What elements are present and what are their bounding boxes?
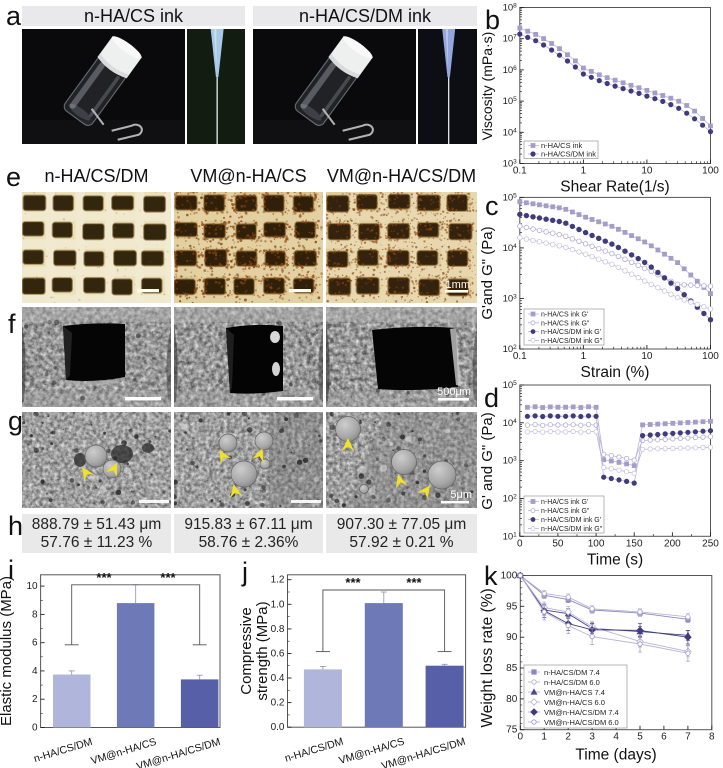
svg-text:n-HA/CS/DM: n-HA/CS/DM	[32, 736, 94, 765]
svg-text:Viscosity (mPa·s): Viscosity (mPa·s)	[480, 32, 495, 141]
svg-text:100: 100	[588, 538, 605, 549]
svg-text:Time (s): Time (s)	[587, 551, 643, 568]
svg-text:100: 100	[702, 166, 719, 177]
svg-text:104: 104	[503, 242, 518, 254]
svg-text:0.1: 0.1	[513, 166, 527, 177]
svg-text:101: 101	[503, 531, 518, 543]
svg-text:108: 108	[503, 2, 518, 14]
svg-text:10: 10	[641, 166, 653, 177]
svg-text:***: ***	[96, 570, 112, 585]
svg-text:5: 5	[637, 732, 643, 743]
svg-text:n-HA/CS ink G': n-HA/CS ink G'	[541, 312, 588, 319]
svg-text:n-HA/CS ink G": n-HA/CS ink G"	[541, 320, 590, 327]
svg-text:1: 1	[541, 732, 547, 743]
svg-text:VM@n-HA/CS/DM 7.4: VM@n-HA/CS/DM 7.4	[544, 708, 619, 717]
svg-text:n-HA/CS/DM ink: n-HA/CS/DM ink	[541, 150, 596, 159]
svg-text:50: 50	[552, 538, 564, 549]
svg-text:6: 6	[32, 638, 38, 649]
svg-text:VM@n-HA/CS/DM 6.0: VM@n-HA/CS/DM 6.0	[544, 718, 619, 727]
svg-text:Time (days): Time (days)	[575, 747, 656, 764]
svg-text:n-HA/CS/DM: n-HA/CS/DM	[283, 736, 345, 765]
svg-text:7: 7	[685, 732, 691, 743]
svg-text:100: 100	[702, 351, 719, 362]
svg-text:10: 10	[26, 581, 38, 592]
svg-text:***: ***	[160, 570, 176, 585]
svg-text:0.2: 0.2	[271, 698, 285, 709]
svg-text:***: ***	[345, 575, 361, 590]
svg-text:Elastic modulus (MPa): Elastic modulus (MPa)	[0, 576, 15, 726]
svg-text:2: 2	[565, 732, 571, 743]
svg-text:6: 6	[661, 732, 667, 743]
svg-text:0: 0	[518, 732, 524, 743]
svg-text:n-HA/CS/DM 6.0: n-HA/CS/DM 6.0	[544, 678, 600, 687]
svg-text:10: 10	[641, 351, 653, 362]
svg-text:VM@n-HA/CS 7.4: VM@n-HA/CS 7.4	[544, 688, 605, 697]
svg-text:1: 1	[581, 166, 587, 177]
svg-text:104: 104	[503, 127, 518, 139]
svg-text:500μm: 500μm	[437, 386, 471, 398]
svg-text:G' and G" (Pa): G' and G" (Pa)	[480, 412, 496, 509]
svg-text:Weight loss rate (%): Weight loss rate (%)	[480, 588, 496, 727]
svg-text:0.0: 0.0	[271, 722, 285, 733]
svg-text:VM@n-HA/CS 6.0: VM@n-HA/CS 6.0	[544, 698, 605, 707]
svg-text:100: 100	[501, 571, 518, 582]
svg-text:Shear Rate(1/s): Shear Rate(1/s)	[560, 179, 669, 196]
svg-text:3: 3	[589, 732, 595, 743]
svg-text:Strain (%): Strain (%)	[581, 364, 650, 381]
svg-text:103: 103	[503, 455, 518, 467]
svg-text:2: 2	[32, 694, 38, 705]
svg-text:n-HA/CS/DM ink G': n-HA/CS/DM ink G'	[541, 329, 601, 336]
svg-text:4: 4	[613, 732, 619, 743]
svg-text:200: 200	[664, 538, 681, 549]
svg-text:1.2: 1.2	[271, 575, 285, 586]
svg-text:4: 4	[32, 666, 38, 677]
svg-text:0.4: 0.4	[271, 673, 285, 684]
svg-text:104: 104	[503, 417, 518, 429]
svg-text:0.1: 0.1	[513, 351, 527, 362]
svg-text:250: 250	[702, 538, 719, 549]
svg-text:G'and G" (Pa): G'and G" (Pa)	[480, 226, 496, 319]
svg-text:102: 102	[503, 344, 518, 356]
svg-text:8: 8	[32, 609, 38, 620]
svg-text:150: 150	[626, 538, 643, 549]
svg-text:75: 75	[506, 725, 518, 736]
svg-text:Compressive: Compressive	[240, 607, 255, 695]
svg-text:1: 1	[581, 351, 587, 362]
svg-text:n-HA/CS/DM ink G": n-HA/CS/DM ink G"	[541, 526, 603, 533]
svg-text:103: 103	[503, 293, 518, 305]
svg-text:n-HA/CS ink G": n-HA/CS ink G"	[541, 508, 590, 515]
svg-text:105: 105	[503, 96, 518, 108]
svg-text:1mm: 1mm	[446, 279, 470, 291]
svg-text:102: 102	[503, 493, 518, 505]
svg-text:8: 8	[709, 732, 715, 743]
svg-text:0.8: 0.8	[271, 624, 285, 635]
svg-text:0.6: 0.6	[271, 649, 285, 660]
svg-text:0: 0	[517, 538, 523, 549]
svg-text:106: 106	[503, 64, 518, 76]
svg-text:90: 90	[506, 632, 518, 643]
svg-text:n-HA/CS ink G': n-HA/CS ink G'	[541, 499, 588, 506]
svg-text:1.0: 1.0	[271, 599, 285, 610]
svg-text:103: 103	[503, 158, 518, 170]
svg-text:0: 0	[32, 723, 38, 734]
svg-text:n-HA/CS/DM ink G': n-HA/CS/DM ink G'	[541, 517, 601, 524]
svg-text:n-HA/CS/DM 7.4: n-HA/CS/DM 7.4	[544, 668, 600, 677]
svg-text:n-HA/CS/DM ink G": n-HA/CS/DM ink G"	[541, 338, 603, 345]
svg-text:strength (MPa): strength (MPa)	[254, 601, 271, 700]
svg-text:105: 105	[503, 380, 518, 392]
svg-text:105: 105	[503, 192, 518, 204]
svg-text:85: 85	[506, 663, 518, 674]
svg-text:80: 80	[506, 694, 518, 705]
svg-text:***: ***	[406, 575, 422, 590]
svg-text:n-HA/CS ink: n-HA/CS ink	[541, 141, 583, 150]
svg-text:107: 107	[503, 33, 518, 45]
svg-text:95: 95	[506, 601, 518, 612]
svg-text:5μm: 5μm	[450, 489, 472, 501]
